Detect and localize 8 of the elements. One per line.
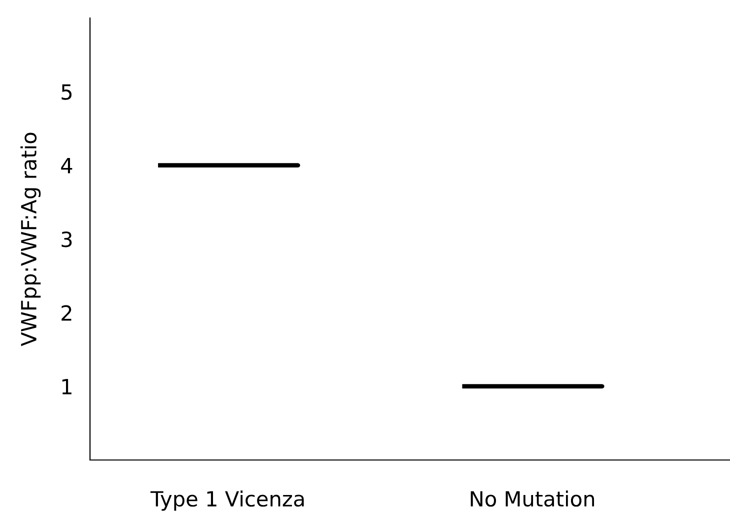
y-tick-label: 2 [62,305,72,321]
y-tick-label: 1 [62,379,72,394]
x-tick-label: Type 1 Vicenza [150,490,304,511]
y-tick-label: 4 [61,158,72,174]
y-tick-label: 3 [62,231,72,248]
x-tick-label: No Mutation [470,490,594,507]
y-axis-title: VWFpp:VWF:Ag ratio [20,132,41,346]
y-tick-label: 5 [62,84,72,100]
